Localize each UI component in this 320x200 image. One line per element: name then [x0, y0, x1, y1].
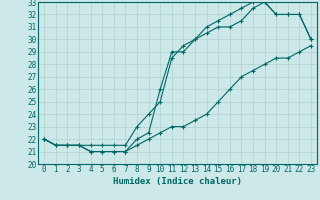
- X-axis label: Humidex (Indice chaleur): Humidex (Indice chaleur): [113, 177, 242, 186]
